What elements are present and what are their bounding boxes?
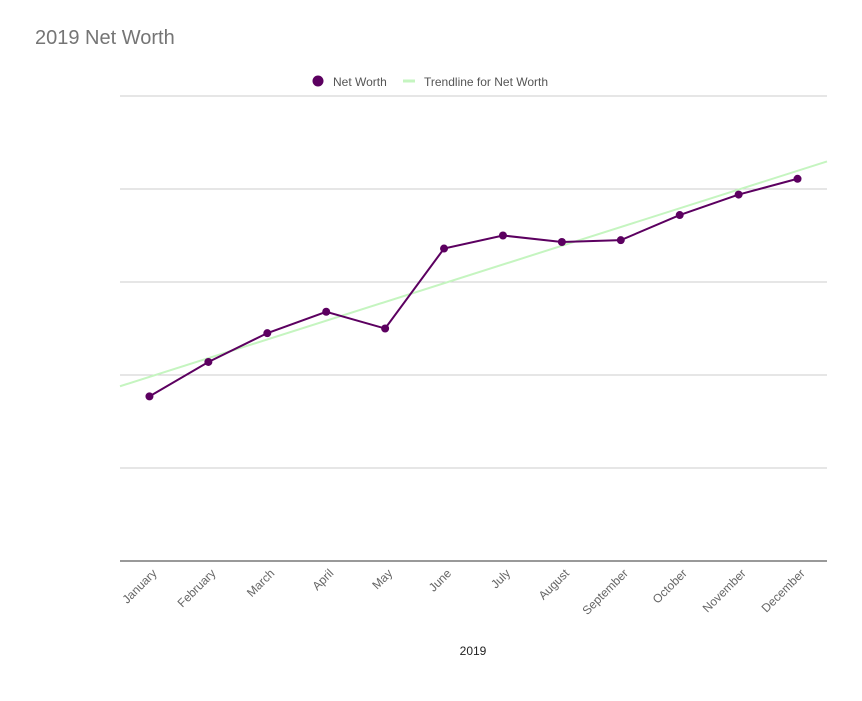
trendline-line xyxy=(119,160,828,388)
x-tick-label: June xyxy=(426,566,455,595)
data-point-december xyxy=(793,174,802,183)
x-tick-label: January xyxy=(119,566,159,606)
data-point-march xyxy=(263,329,272,338)
x-axis-title: 2019 xyxy=(460,644,487,658)
data-point-april xyxy=(322,307,331,316)
series-net-worth xyxy=(145,174,802,401)
data-point-october xyxy=(675,211,684,220)
x-tick-label: July xyxy=(488,566,513,591)
x-tick-label: October xyxy=(650,566,690,606)
data-point-january xyxy=(145,392,154,401)
legend-marker-net-worth xyxy=(312,75,324,87)
x-tick-label: May xyxy=(369,566,395,592)
x-tick-label: March xyxy=(244,566,277,599)
data-point-june xyxy=(440,244,449,253)
data-point-may xyxy=(381,324,390,333)
trendline xyxy=(119,160,828,388)
data-point-february xyxy=(204,357,213,366)
x-tick-label: December xyxy=(759,566,808,615)
data-point-november xyxy=(734,190,743,199)
chart-title: 2019 Net Worth xyxy=(35,27,175,49)
legend: Net Worth Trendline for Net Worth xyxy=(312,75,548,89)
x-tick-label: February xyxy=(175,566,219,610)
legend-label-net-worth: Net Worth xyxy=(333,75,387,89)
x-tick-label: September xyxy=(580,566,631,617)
x-tick-label: August xyxy=(536,566,573,603)
data-point-august xyxy=(557,238,566,247)
data-point-september xyxy=(616,236,625,245)
x-axis-ticks: January February March April May June July Augu… xyxy=(119,566,807,618)
data-point-july xyxy=(498,231,507,240)
gridlines xyxy=(120,95,827,562)
legend-label-trendline: Trendline for Net Worth xyxy=(424,75,548,89)
series-line-net-worth xyxy=(148,177,798,398)
x-tick-label: April xyxy=(309,566,336,593)
x-tick-label: November xyxy=(700,566,749,615)
